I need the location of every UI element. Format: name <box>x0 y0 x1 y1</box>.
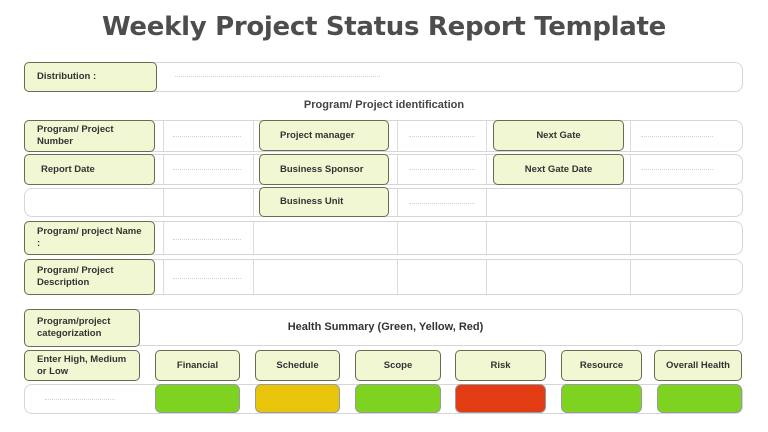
report-date-input[interactable] <box>173 169 241 170</box>
next-gate-label: Next Gate <box>493 120 624 151</box>
project-manager-input[interactable] <box>409 136 475 137</box>
program-description-input[interactable] <box>173 278 241 279</box>
identification-section-title: Program/ Project identification <box>303 99 465 111</box>
next-gate-date-input[interactable] <box>641 169 713 170</box>
resource-label: Resource <box>561 350 642 381</box>
page-title: Weekly Project Status Report Template <box>101 12 667 42</box>
risk-label: Risk <box>455 350 546 381</box>
program-number-label: Program/ Project Number <box>24 120 155 152</box>
level-input[interactable] <box>45 399 115 400</box>
financial-status-swatch[interactable] <box>155 384 240 413</box>
program-number-input[interactable] <box>173 136 241 137</box>
scope-label: Scope <box>355 350 441 381</box>
scope-status-swatch[interactable] <box>355 384 441 413</box>
schedule-status-swatch[interactable] <box>255 384 340 413</box>
schedule-label: Schedule <box>255 350 340 381</box>
health-summary-title: Health Summary (Green, Yellow, Red) <box>287 321 484 333</box>
health-summary-row <box>24 309 743 346</box>
overall-health-label: Overall Health <box>654 350 742 381</box>
next-gate-date-label: Next Gate Date <box>493 154 624 185</box>
business-sponsor-input[interactable] <box>409 169 475 170</box>
program-description-label: Program/ Project Description <box>24 259 155 295</box>
project-manager-label: Project manager <box>259 120 389 151</box>
distribution-input[interactable] <box>175 76 380 77</box>
business-sponsor-label: Business Sponsor <box>259 154 389 185</box>
financial-label: Financial <box>155 350 240 381</box>
program-name-label: Program/ project Name : <box>24 221 155 255</box>
level-prompt-label: Enter High, Medium or Low <box>24 350 140 381</box>
distribution-label: Distribution : <box>24 62 157 92</box>
categorization-label: Program/project categorization <box>24 309 140 347</box>
resource-status-swatch[interactable] <box>561 384 642 413</box>
next-gate-input[interactable] <box>641 136 713 137</box>
risk-status-swatch[interactable] <box>455 384 546 413</box>
business-unit-label: Business Unit <box>259 187 389 217</box>
program-name-input[interactable] <box>173 239 241 240</box>
business-unit-input[interactable] <box>409 203 475 204</box>
report-date-label: Report Date <box>24 154 155 185</box>
overall-health-status-swatch[interactable] <box>657 384 742 413</box>
